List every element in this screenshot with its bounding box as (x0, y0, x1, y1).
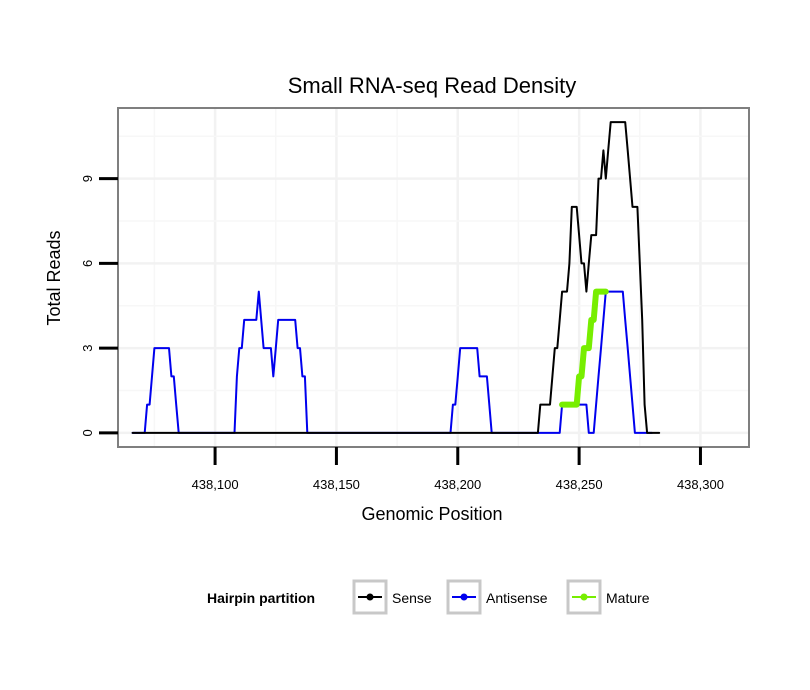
legend-item-sense: Sense (352, 579, 432, 615)
y-tick-label: 6 (80, 260, 95, 267)
legend-label: Mature (606, 590, 650, 606)
y-axis-title: Total Reads (44, 230, 64, 325)
legend-item-mature: Mature (566, 579, 650, 615)
series-layer (131, 121, 661, 434)
y-tick-label: 3 (80, 345, 95, 352)
x-tick-label: 438,150 (313, 477, 360, 492)
legend-key-dot (580, 593, 588, 601)
x-tick-label: 438,250 (556, 477, 603, 492)
legend-title: Hairpin partition (207, 590, 315, 606)
legend-key-dot (366, 593, 374, 601)
x-tick-label: 438,200 (434, 477, 481, 492)
x-axis-title: Genomic Position (361, 504, 502, 524)
chart-title: Small RNA-seq Read Density (288, 73, 577, 98)
axes: 438,100 438,150 438,200 438,250 438,300 0 3 6 9 (80, 175, 724, 492)
series-line-mature (559, 288, 609, 408)
legend-item-antisense: Antisense (446, 579, 548, 615)
x-tick-label: 438,100 (192, 477, 239, 492)
series-line-sense (131, 121, 661, 434)
legend: Hairpin partition Sense Antisense Mature (207, 579, 650, 615)
x-tick-label: 438,300 (677, 477, 724, 492)
legend-key-dot (460, 593, 468, 601)
y-tick-label: 0 (80, 429, 95, 436)
plot-panel (117, 107, 750, 448)
legend-label: Sense (392, 590, 432, 606)
legend-label: Antisense (486, 590, 548, 606)
y-tick-label: 9 (80, 175, 95, 182)
series-line-antisense (131, 290, 653, 434)
